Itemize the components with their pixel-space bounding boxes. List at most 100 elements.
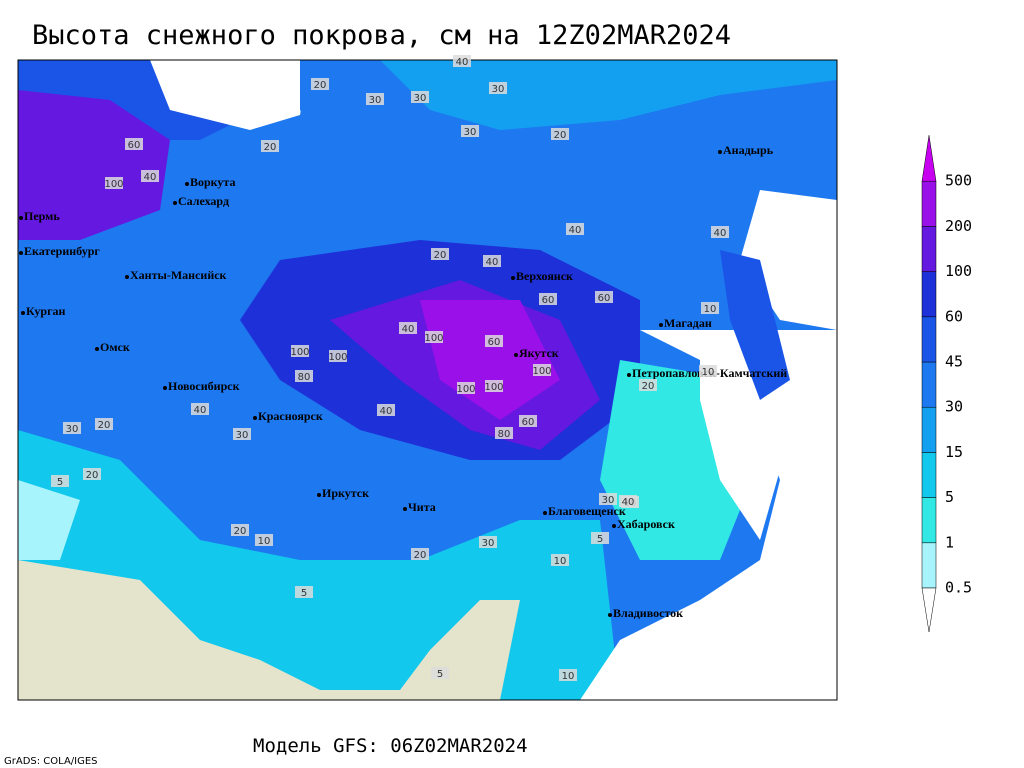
contour-label-bg	[105, 177, 123, 189]
contour-label-bg	[711, 226, 729, 238]
contour-label-bg	[495, 427, 513, 439]
contour-label: 5	[437, 669, 443, 680]
contour-label: 100	[532, 366, 551, 377]
contour-label: 20	[264, 142, 277, 153]
contour-label-bg	[125, 138, 143, 150]
contour-label-bg	[599, 493, 617, 505]
colorbar-under	[921, 587, 937, 633]
city-label: Омск	[100, 340, 130, 354]
colorbar-swatch	[921, 226, 937, 272]
contour-label: 10	[702, 367, 715, 378]
city-dot	[95, 347, 99, 351]
contour-label-bg	[411, 548, 429, 560]
contour-label-bg	[619, 495, 637, 507]
city-dot	[718, 150, 722, 154]
contour-label-bg	[701, 302, 719, 314]
colorbar-label: 30	[945, 398, 963, 416]
map-labels: Воркута Салехард Пермь Екатеринбург Ханты-Ма…	[19, 55, 787, 682]
contour-label: 20	[86, 470, 99, 481]
contour-label: 40	[714, 228, 727, 239]
contour-label: 60	[522, 417, 535, 428]
city-dot	[543, 511, 547, 515]
city-dot	[21, 311, 25, 315]
colorbar-swatch	[921, 316, 937, 363]
contour-label-bg	[377, 404, 395, 416]
contour-label: 30	[492, 84, 505, 95]
contour-label-bg	[311, 78, 329, 90]
contour-label-bg	[461, 125, 479, 137]
city-label: Верхоянск	[516, 269, 573, 283]
colorbar-label: 60	[945, 307, 963, 325]
contour-label-bg	[551, 554, 569, 566]
contour-label: 10	[704, 304, 717, 315]
contour-label-bg	[539, 293, 557, 305]
colorbar-swatch	[921, 361, 937, 408]
city-dot	[253, 416, 257, 420]
city-label: Якутск	[519, 346, 559, 360]
contour-label-bg	[411, 91, 429, 103]
city-label: Чита	[408, 500, 436, 514]
contour-label: 60	[542, 295, 555, 306]
contour-label: 60	[598, 293, 611, 304]
contour-label-bg	[295, 586, 313, 598]
contour-label-bg	[566, 223, 584, 235]
contour-label: 30	[369, 95, 382, 106]
city-label: Воркута	[190, 175, 235, 189]
contour-label: 5	[301, 588, 307, 599]
contour-label-bg	[63, 422, 81, 434]
contour-label-bg	[83, 468, 101, 480]
map-frame	[17, 59, 838, 701]
colorbar-swatch	[921, 271, 937, 318]
contour-label-bg	[453, 55, 471, 67]
colorbar-swatch	[921, 497, 937, 544]
colorbar-label: 1	[945, 533, 954, 551]
city-dot	[511, 276, 515, 280]
contour-label: 40	[456, 57, 469, 68]
contour-label: 20	[234, 526, 247, 537]
contour-label-bg	[366, 93, 384, 105]
contour-label-bg	[231, 524, 249, 536]
contour-label: 20	[642, 381, 655, 392]
contour-label-bg	[533, 364, 551, 376]
contour-label-bg	[425, 331, 443, 343]
contour-label-bg	[51, 475, 69, 487]
city-dot	[612, 524, 616, 528]
city-dot	[514, 353, 518, 357]
contour-label: 100	[290, 347, 309, 358]
contour-label: 100	[424, 333, 443, 344]
contour-label-bg	[95, 418, 113, 430]
contour-label: 40	[569, 225, 582, 236]
contour-label-bg	[595, 291, 613, 303]
contour-label: 10	[562, 671, 575, 682]
contour-label: 100	[104, 179, 123, 190]
city-dot	[19, 251, 23, 255]
city-label: Красноярск	[258, 409, 323, 423]
contour-label: 40	[622, 497, 635, 508]
contour-label: 30	[464, 127, 477, 138]
city-dot	[173, 201, 177, 205]
contour-label: 20	[414, 550, 427, 561]
city-dot	[163, 386, 167, 390]
contour-label: 10	[258, 536, 271, 547]
contour-label-bg	[559, 669, 577, 681]
contour-label-bg	[489, 82, 507, 94]
contour-label: 30	[414, 93, 427, 104]
contour-label: 40	[194, 405, 207, 416]
city-label: Ханты-Мансийск	[130, 268, 227, 282]
contour-label: 40	[380, 406, 393, 417]
city-dot	[403, 507, 407, 511]
contour-label: 30	[482, 538, 495, 549]
map	[18, 60, 837, 700]
contour-label-bg	[399, 322, 417, 334]
contour-label: 100	[456, 384, 475, 395]
contour-label: 30	[66, 424, 79, 435]
city-dot	[659, 323, 663, 327]
city-label: Салехард	[178, 194, 229, 208]
city-dot	[317, 493, 321, 497]
city-label: Хабаровск	[617, 517, 675, 531]
city-dot	[19, 216, 23, 220]
contour-label: 10	[554, 556, 567, 567]
colorbar-label: 45	[945, 353, 963, 371]
contour-label-bg	[141, 170, 159, 182]
